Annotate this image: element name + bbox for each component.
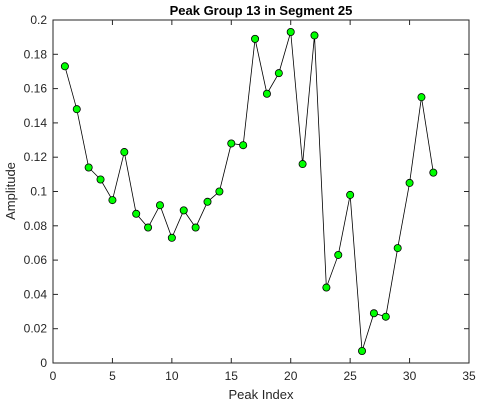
x-tick-label: 35 <box>462 369 476 383</box>
data-point <box>334 250 343 259</box>
y-axis: 0 0.02 0.04 0.06 0.08 0.1 0.12 0.14 0.16 0.18 0.2 <box>24 13 469 370</box>
data-point <box>393 244 402 253</box>
data-point <box>144 223 153 232</box>
data-point <box>167 233 176 242</box>
data-point <box>203 197 212 206</box>
data-point <box>239 141 248 150</box>
y-tick-label: 0 <box>40 356 47 370</box>
series-line <box>64 31 434 352</box>
data-markers <box>60 28 438 355</box>
data-point <box>132 209 141 218</box>
data-point <box>381 312 390 321</box>
y-tick-label: 0.08 <box>24 219 48 233</box>
data-point <box>215 187 224 196</box>
data-point <box>72 105 81 114</box>
data-point <box>96 175 105 184</box>
x-axis: 0 5 10 15 20 25 30 35 <box>50 20 476 383</box>
x-tick-label: 0 <box>50 369 57 383</box>
data-point <box>369 309 378 318</box>
data-point <box>346 190 355 199</box>
data-point <box>429 168 438 177</box>
data-point <box>191 223 200 232</box>
y-tick-label: 0.14 <box>24 116 48 130</box>
data-point <box>417 93 426 102</box>
plot-area <box>52 19 470 364</box>
y-axis-label: Amplitude <box>3 162 18 220</box>
x-tick-label: 20 <box>284 369 298 383</box>
x-tick-label: 30 <box>403 369 417 383</box>
y-tick-label: 0.2 <box>30 13 47 27</box>
data-point <box>251 34 260 43</box>
data-point <box>227 139 236 148</box>
data-point <box>155 201 164 210</box>
data-point <box>108 196 117 205</box>
y-tick-label: 0.1 <box>30 185 47 199</box>
data-point <box>298 160 307 169</box>
y-tick-label: 0.04 <box>24 287 48 301</box>
data-point <box>310 31 319 40</box>
y-tick-label: 0.02 <box>24 322 48 336</box>
data-point <box>274 69 283 78</box>
y-tick-label: 0.16 <box>24 82 48 96</box>
y-tick-label: 0.18 <box>24 47 48 61</box>
data-point <box>120 148 129 157</box>
y-tick-label: 0.06 <box>24 253 48 267</box>
data-point <box>322 283 331 292</box>
data-point <box>60 62 69 71</box>
data-point <box>358 346 367 355</box>
chart-title: Peak Group 13 in Segment 25 <box>170 3 353 18</box>
data-point <box>405 178 414 187</box>
data-point <box>286 28 295 37</box>
x-axis-label: Peak Index <box>228 387 294 402</box>
x-tick-label: 5 <box>109 369 116 383</box>
x-tick-label: 25 <box>343 369 357 383</box>
data-point <box>179 206 188 215</box>
x-tick-label: 15 <box>225 369 239 383</box>
x-tick-label: 10 <box>165 369 179 383</box>
data-point <box>84 163 93 172</box>
data-point <box>262 89 271 98</box>
y-tick-label: 0.12 <box>24 150 48 164</box>
